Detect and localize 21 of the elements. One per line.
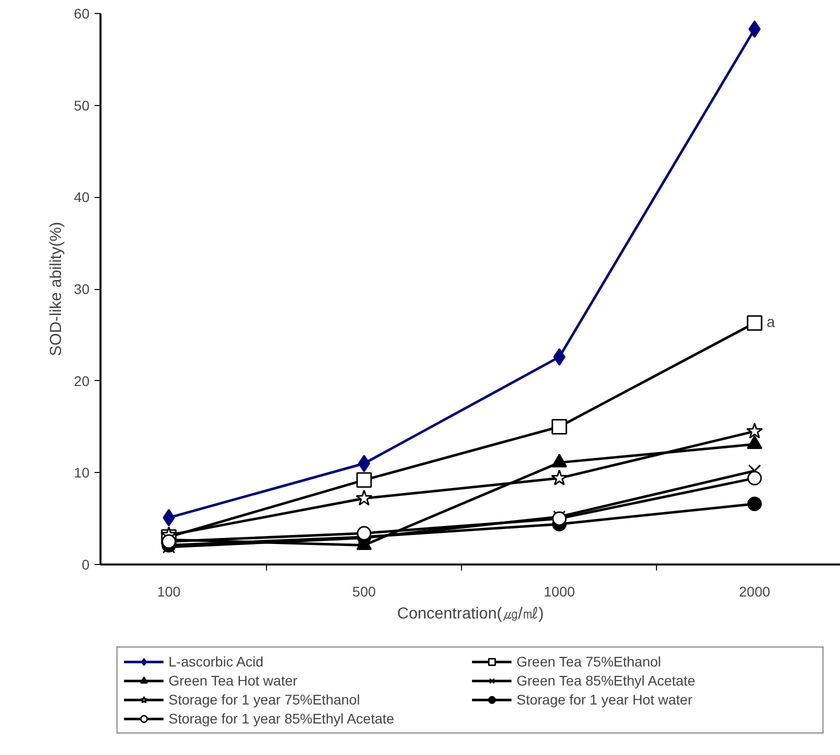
legend-label: Green Tea 85%Ethyl Acetate [516,672,696,688]
x-tick-label: 1000 [544,584,576,600]
legend-label: L-ascorbic Acid [168,654,264,670]
x-axis-title: Concentration(㎍/㎖) [397,606,544,622]
legend-label: Green Tea Hot water [168,672,298,688]
legend-label: Green Tea 75%Ethanol [516,654,662,670]
y-tick-label: 50 [74,97,90,114]
x-tick-label: 100 [157,584,181,600]
y-tick-label: 10 [74,464,90,481]
legend-label: Storage for 1 year 85%Ethyl Acetate [168,710,396,726]
y-tick-label: 0 [82,556,90,572]
y-tick-label: 40 [74,189,90,206]
annotation: a [766,314,776,331]
legend-label: Storage for 1 year Hot water [516,692,694,708]
y-tick-label: 30 [74,281,90,297]
x-tick-label: 500 [352,584,376,600]
y-tick-label: 60 [74,6,90,22]
x-tick-label: 2000 [739,584,770,600]
y-tick-label: 20 [74,372,90,389]
y-axis-title: SOD-like ability(%) [48,222,65,356]
legend-label: Storage for 1 year 75%Ethanol [168,692,361,708]
